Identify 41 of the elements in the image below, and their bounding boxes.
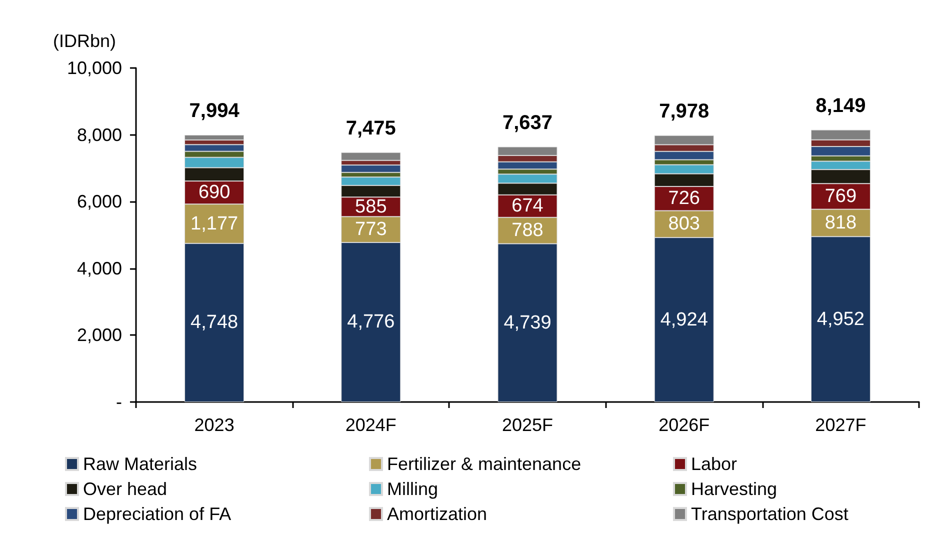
x-tick-label: 2025F <box>502 415 554 435</box>
data-label: 4,748 <box>190 312 238 334</box>
data-label: 690 <box>198 182 230 204</box>
legend-label: Milling <box>387 479 438 499</box>
legend-label: Transportation Cost <box>691 504 848 524</box>
y-tick-label: - <box>116 392 122 412</box>
y-axis-title: (IDRbn) <box>52 31 116 51</box>
legend-label: Amortization <box>387 504 488 524</box>
legend-label: Depreciation of FA <box>83 504 232 524</box>
data-label: 818 <box>824 212 857 234</box>
total-label: 8,149 <box>816 94 866 117</box>
data-label: 788 <box>512 220 544 242</box>
data-label: 726 <box>668 188 700 210</box>
y-tick-label: 4,000 <box>76 258 122 278</box>
data-label: 4,924 <box>660 309 708 330</box>
legend-label: Raw Materials <box>83 454 198 474</box>
x-tick-label: 2024F <box>345 415 396 435</box>
data-label: 1,177 <box>190 213 238 234</box>
x-tick-label: 2026F <box>658 415 710 435</box>
data-label: 585 <box>355 196 387 218</box>
y-tick-label: 10,000 <box>66 58 122 78</box>
data-label: 4,952 <box>816 308 864 330</box>
x-tick-label: 2027F <box>815 415 866 435</box>
total-label: 7,475 <box>346 117 396 140</box>
y-tick-label: 6,000 <box>76 192 122 212</box>
data-label: 803 <box>668 214 700 235</box>
y-tick-label: 8,000 <box>76 124 122 145</box>
legend-label: Harvesting <box>691 479 778 499</box>
total-label: 7,994 <box>189 100 240 122</box>
legend-label: Fertilizer & maintenance <box>387 454 582 474</box>
data-label: 4,739 <box>504 312 552 334</box>
data-label: 769 <box>824 186 857 207</box>
data-label: 4,776 <box>347 312 395 333</box>
x-tick-label: 2023 <box>194 415 234 435</box>
legend-label: Over head <box>83 479 168 499</box>
legend-label: Labor <box>691 454 738 474</box>
data-label: 674 <box>512 196 544 217</box>
total-label: 7,637 <box>502 112 553 134</box>
data-label: 773 <box>355 219 387 240</box>
total-label: 7,978 <box>659 100 710 122</box>
y-tick-label: 2,000 <box>76 325 122 346</box>
